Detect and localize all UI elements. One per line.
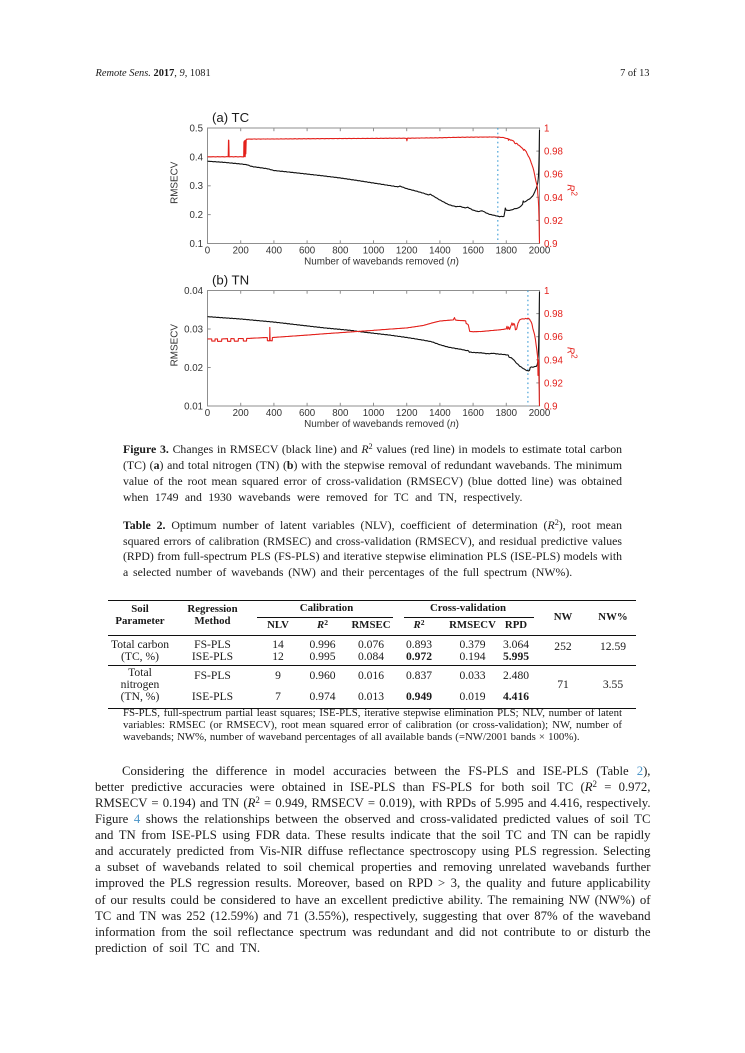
svg-text:0.04: 0.04	[184, 286, 203, 297]
svg-text:400: 400	[266, 245, 283, 256]
svg-text:1000: 1000	[363, 408, 385, 419]
svg-text:2000: 2000	[529, 245, 551, 256]
svg-text:1600: 1600	[462, 245, 484, 256]
svg-text:0.1: 0.1	[190, 239, 203, 250]
svg-text:0.3: 0.3	[190, 181, 203, 192]
svg-text:0.9: 0.9	[544, 402, 557, 413]
svg-text:800: 800	[332, 245, 349, 256]
svg-text:0.96: 0.96	[544, 170, 563, 181]
svg-text:RMSECV: RMSECV	[170, 324, 181, 367]
svg-text:0.92: 0.92	[544, 378, 563, 389]
svg-text:0.5: 0.5	[190, 124, 203, 135]
svg-text:0.94: 0.94	[544, 355, 563, 366]
svg-text:(a) TC: (a) TC	[212, 110, 250, 125]
svg-text:200: 200	[233, 408, 250, 419]
svg-text:0.98: 0.98	[544, 309, 563, 320]
svg-text:1000: 1000	[363, 245, 385, 256]
svg-text:400: 400	[266, 408, 283, 419]
svg-text:R2: R2	[565, 184, 580, 196]
svg-text:600: 600	[299, 245, 316, 256]
svg-text:0.4: 0.4	[190, 152, 204, 163]
svg-text:800: 800	[332, 408, 349, 419]
svg-text:0: 0	[205, 245, 211, 256]
svg-text:(b) TN: (b) TN	[212, 273, 249, 288]
svg-text:0.92: 0.92	[544, 216, 563, 227]
svg-text:200: 200	[233, 245, 250, 256]
svg-text:1: 1	[544, 124, 549, 135]
svg-text:RMSECV: RMSECV	[170, 161, 181, 204]
svg-text:0.03: 0.03	[184, 325, 203, 336]
svg-text:0.9: 0.9	[544, 239, 557, 250]
svg-text:1200: 1200	[396, 408, 418, 419]
svg-text:0: 0	[205, 408, 211, 419]
svg-text:1800: 1800	[496, 408, 518, 419]
svg-text:1600: 1600	[462, 408, 484, 419]
svg-text:0.2: 0.2	[190, 210, 203, 221]
svg-text:2000: 2000	[529, 408, 551, 419]
svg-text:1200: 1200	[396, 245, 418, 256]
svg-text:Number of wavebands removed (n: Number of wavebands removed (n)	[304, 419, 459, 430]
svg-text:0.02: 0.02	[184, 363, 203, 374]
svg-text:1800: 1800	[496, 245, 518, 256]
svg-text:0.98: 0.98	[544, 147, 563, 158]
svg-text:Number of wavebands removed (n: Number of wavebands removed (n)	[304, 257, 459, 268]
svg-text:R2: R2	[565, 347, 580, 359]
svg-text:0.94: 0.94	[544, 193, 563, 204]
svg-text:0.01: 0.01	[184, 402, 203, 413]
svg-text:600: 600	[299, 408, 316, 419]
svg-text:1: 1	[544, 286, 549, 297]
svg-text:1400: 1400	[429, 245, 451, 256]
svg-text:1400: 1400	[429, 408, 451, 419]
svg-text:0.96: 0.96	[544, 332, 563, 343]
